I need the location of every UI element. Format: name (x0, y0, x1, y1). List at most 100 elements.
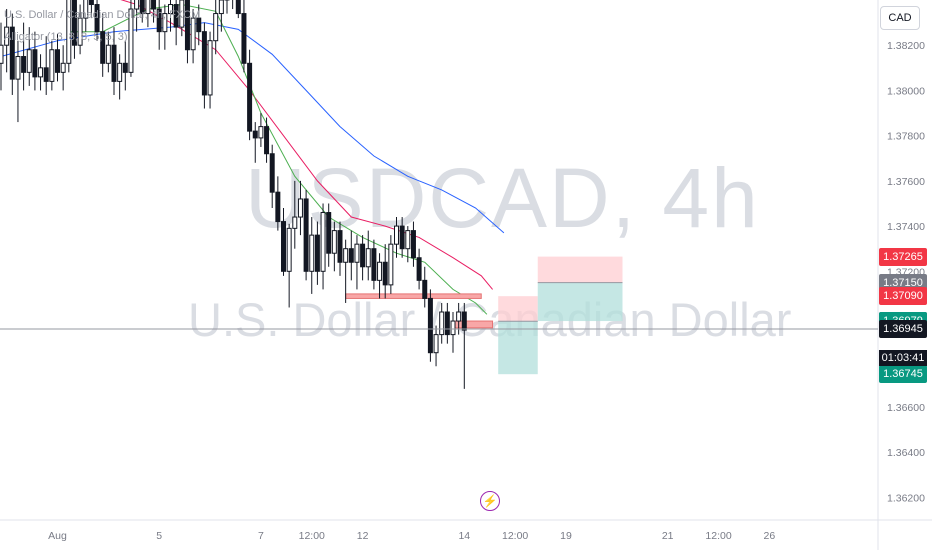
x-tick-label: 19 (560, 530, 572, 542)
candle-up (190, 17, 196, 51)
candle-up (168, 4, 173, 15)
x-tick-label: 14 (458, 530, 470, 542)
y-tick-label: 1.38000 (887, 85, 925, 97)
candle-up (60, 62, 66, 73)
y-tick-label: 1.36600 (887, 402, 925, 414)
x-tick-label: 21 (662, 530, 674, 542)
candle-up (439, 311, 445, 336)
candle-up (405, 230, 411, 250)
candle-down (241, 13, 247, 64)
candle-up (134, 0, 140, 10)
x-tick-label: 12:00 (299, 530, 325, 542)
candle-down (303, 198, 309, 272)
candle-down (151, 0, 157, 10)
x-tick-label: 26 (764, 530, 776, 542)
candle-up (331, 230, 337, 254)
candle-down (382, 261, 388, 286)
indicator-legend[interactable]: Alligator (13, 8, 8, 5, 5, 3) (4, 31, 128, 43)
candle-up (218, 0, 224, 15)
candle-up (179, 0, 185, 28)
candle-down (88, 0, 94, 6)
price-tag: 1.36745 (879, 365, 927, 384)
candle-up (207, 40, 213, 96)
candle-down (348, 248, 354, 263)
candle-up (258, 126, 264, 139)
candle-up (4, 26, 10, 46)
candle-down (427, 297, 433, 354)
candle-down (314, 234, 320, 272)
candle-up (66, 0, 72, 64)
stop-loss-zone (498, 296, 538, 322)
symbol-title[interactable]: U.S. Dollar / Canadian Dollar, 4h, FXCM (4, 9, 201, 21)
candle-up (26, 49, 32, 73)
support-zone (345, 293, 482, 299)
currency-button[interactable]: CAD (880, 6, 920, 30)
candle-down (269, 153, 275, 193)
candle-up (320, 212, 326, 272)
candle-down (444, 311, 450, 336)
candle-up (128, 8, 134, 73)
candle-up (38, 67, 44, 78)
x-tick-label: Aug (48, 530, 67, 542)
x-tick-label: 12 (357, 530, 369, 542)
candle-down (371, 248, 377, 281)
candle-down (252, 130, 258, 139)
y-tick-label: 1.37600 (887, 176, 925, 188)
candle-down (100, 31, 106, 64)
candle-up (117, 62, 123, 82)
candle-down (196, 17, 202, 33)
candle-up (394, 225, 399, 245)
candle-up (83, 0, 89, 19)
y-tick-label: 1.37800 (887, 131, 925, 143)
candle-up (105, 44, 111, 64)
candle-up (456, 311, 462, 322)
candle-down (173, 4, 179, 28)
take-profit-zone (498, 321, 538, 375)
candle-down (184, 0, 190, 51)
alligator-jaw-line (0, 22, 505, 234)
candle-down (156, 8, 162, 33)
candle-down (122, 62, 128, 73)
candle-down (21, 56, 27, 73)
y-tick-label: 1.37400 (887, 221, 925, 233)
x-tick-label: 5 (156, 530, 162, 542)
candle-down (247, 62, 253, 132)
candle-up (450, 320, 456, 336)
lightning-icon[interactable]: ⚡ (480, 491, 500, 511)
candle-down (337, 230, 343, 263)
candle-down (71, 0, 77, 46)
candle-down (281, 221, 286, 272)
candle-down (416, 257, 422, 281)
take-profit-zone (537, 282, 623, 322)
candle-up (354, 243, 360, 263)
candle-up (297, 198, 303, 218)
candle-up (365, 248, 371, 268)
candle-up (162, 13, 168, 33)
candle-down (410, 230, 416, 259)
candle-down (94, 4, 100, 33)
watermark-name: U.S. Dollar / Canadian Dollar (188, 293, 792, 346)
candle-up (309, 234, 315, 272)
x-tick-label: 12:00 (502, 530, 528, 542)
candle-down (201, 31, 207, 96)
price-tag: 1.37150 (879, 273, 927, 292)
y-tick-label: 1.36200 (887, 492, 925, 504)
candle-down (235, 0, 241, 15)
y-tick-label: 1.36400 (887, 447, 925, 459)
candle-down (326, 212, 332, 254)
candle-up (145, 0, 151, 15)
candle-down (461, 311, 467, 331)
candle-up (286, 227, 292, 272)
candle-up (15, 56, 21, 80)
x-tick-label: 7 (258, 530, 264, 542)
candle-up (388, 243, 394, 286)
candle-down (275, 191, 281, 223)
candle-down (111, 44, 117, 82)
candle-down (9, 26, 15, 80)
candle-up (292, 216, 298, 229)
y-tick-label: 1.38200 (887, 40, 925, 52)
candle-up (49, 49, 55, 82)
candle-down (139, 0, 145, 15)
